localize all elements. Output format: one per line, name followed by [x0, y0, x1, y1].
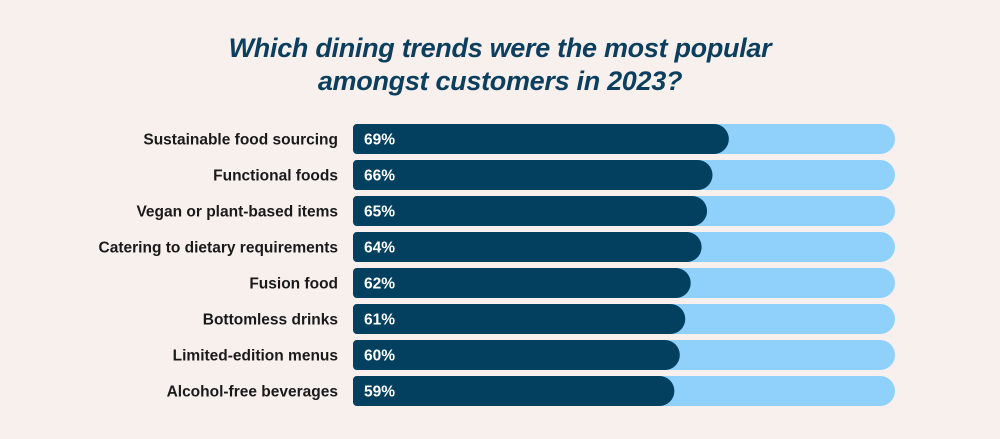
value-label: 64%	[364, 240, 395, 257]
category-label: Alcohol-free beverages	[167, 384, 338, 401]
bar	[353, 232, 702, 262]
bar	[353, 376, 675, 406]
bar	[353, 340, 680, 370]
category-label: Vegan or plant-based items	[136, 204, 338, 221]
category-label: Bottomless drinks	[203, 312, 338, 329]
category-label: Catering to dietary requirements	[99, 240, 338, 257]
bar	[353, 124, 729, 154]
value-label: 62%	[364, 276, 395, 293]
value-label: 61%	[364, 312, 395, 329]
value-label: 59%	[364, 384, 395, 401]
category-label: Limited-edition menus	[173, 348, 338, 365]
bar	[353, 196, 708, 226]
value-label: 66%	[364, 168, 395, 185]
chart-title-line-1: Which dining trends were the most popula…	[228, 33, 772, 63]
chart-title-line-2: amongst customers in 2023?	[317, 66, 683, 96]
category-label: Functional foods	[213, 168, 338, 185]
bar	[353, 268, 691, 298]
category-label: Sustainable food sourcing	[143, 132, 338, 149]
value-label: 60%	[364, 348, 395, 365]
value-label: 69%	[364, 132, 395, 149]
bar	[353, 160, 713, 190]
bar	[353, 304, 686, 334]
category-label: Fusion food	[249, 276, 338, 293]
value-label: 65%	[364, 204, 395, 221]
chart-title: Which dining trends were the most popula…	[0, 32, 1000, 98]
